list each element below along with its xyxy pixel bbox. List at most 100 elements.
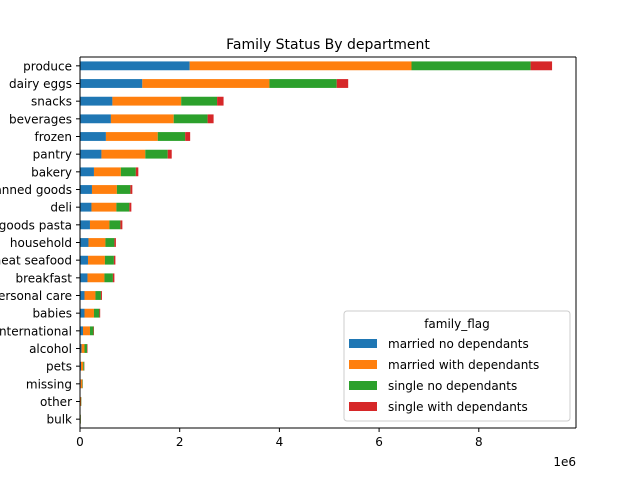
bar-segment <box>158 132 185 141</box>
bar-segment <box>81 379 82 388</box>
bar-segment <box>80 61 190 70</box>
bar-segment <box>80 185 92 194</box>
bar-segment <box>83 362 84 371</box>
y-tick-label: dry goods pasta <box>0 218 72 232</box>
bar-segment <box>90 326 93 335</box>
legend-swatch <box>349 381 377 390</box>
bar-segment <box>84 344 86 353</box>
bar-segment <box>337 79 348 88</box>
bar-segment <box>117 185 130 194</box>
bar-segment <box>80 309 84 318</box>
bar-segment <box>80 220 90 229</box>
bar-segment <box>88 256 105 265</box>
bar-segment <box>181 97 217 106</box>
legend-label: single with dependants <box>388 400 528 414</box>
bar-segment <box>130 185 132 194</box>
bar-segment <box>104 273 112 282</box>
bar-segment <box>217 97 223 106</box>
y-tick-label: missing <box>26 377 72 391</box>
bar-segment <box>101 150 145 159</box>
y-tick-label: produce <box>23 59 72 73</box>
bar-segment <box>84 309 93 318</box>
bar-segment <box>95 291 100 300</box>
bar-segment <box>92 185 117 194</box>
bar-segment <box>136 167 138 176</box>
bar-segment <box>174 114 208 123</box>
bar-segment <box>101 291 102 300</box>
bar-segment <box>80 167 94 176</box>
bar-segment <box>99 309 100 318</box>
bar-segment <box>116 203 129 212</box>
bar-segment <box>531 61 552 70</box>
y-tick-label: snacks <box>31 95 72 109</box>
bar-segment <box>190 61 412 70</box>
legend-swatch <box>349 339 377 348</box>
bar-segment <box>114 238 115 247</box>
bar-segment <box>84 291 95 300</box>
chart-title: Family Status By department <box>226 37 430 53</box>
y-tick-label: household <box>10 236 72 250</box>
bar-segment <box>80 203 91 212</box>
y-tick-label: international <box>0 324 72 338</box>
bar-segment <box>208 114 214 123</box>
bar-segment <box>90 220 109 229</box>
bar-segment <box>91 203 116 212</box>
bar-segment <box>145 150 167 159</box>
bar-segment <box>168 150 172 159</box>
bar-segment <box>80 114 111 123</box>
y-tick-label: other <box>40 395 72 409</box>
bar-segment <box>105 256 114 265</box>
bar-segment <box>114 256 115 265</box>
legend-swatch <box>349 402 377 411</box>
x-tick-label: 6 <box>375 435 383 449</box>
y-tick-label: pantry <box>33 148 72 162</box>
bar-segment <box>106 132 158 141</box>
y-tick-label: dairy eggs <box>9 77 72 91</box>
bar-segment <box>113 273 114 282</box>
x-offset-label: 1e6 <box>553 455 576 469</box>
bar-segment <box>111 114 174 123</box>
bar-segment <box>80 132 106 141</box>
bar-segment <box>80 150 101 159</box>
bar-segment <box>109 220 120 229</box>
legend-title: family_flag <box>424 317 490 331</box>
bar-segment <box>80 79 142 88</box>
legend-label: married with dependants <box>388 358 539 372</box>
y-tick-label: frozen <box>34 130 72 144</box>
bar-segment <box>94 167 121 176</box>
bar-segment <box>80 238 88 247</box>
x-tick-label: 2 <box>176 435 184 449</box>
y-tick-label: canned goods <box>0 183 72 197</box>
bar-segment <box>112 97 181 106</box>
y-tick-label: bakery <box>31 165 72 179</box>
legend-swatch <box>349 360 377 369</box>
bar-segment <box>81 362 83 371</box>
bar-segment <box>105 238 114 247</box>
y-tick-label: babies <box>32 307 72 321</box>
bar-segment <box>81 344 84 353</box>
bar-segment <box>87 273 104 282</box>
bar-segment <box>142 79 269 88</box>
y-tick-label: personal care <box>0 289 72 303</box>
bar-segment <box>185 132 190 141</box>
y-tick-label: alcohol <box>29 342 72 356</box>
bar-segment <box>94 309 99 318</box>
bar-segment <box>129 203 131 212</box>
legend-label: married no dependants <box>388 337 529 351</box>
y-tick-label: beverages <box>9 112 72 126</box>
y-tick-label: pets <box>46 360 72 374</box>
bar-segment <box>83 326 90 335</box>
bar-segment <box>120 220 122 229</box>
y-tick-label: bulk <box>46 413 72 427</box>
x-tick-label: 8 <box>475 435 483 449</box>
bar-segment <box>269 79 336 88</box>
bar-segment <box>80 256 88 265</box>
y-tick-label: meat seafood <box>0 254 72 268</box>
bar-segment <box>411 61 530 70</box>
x-tick-label: 4 <box>276 435 284 449</box>
legend-label: single no dependants <box>388 379 517 393</box>
y-tick-label: breakfast <box>15 271 72 285</box>
